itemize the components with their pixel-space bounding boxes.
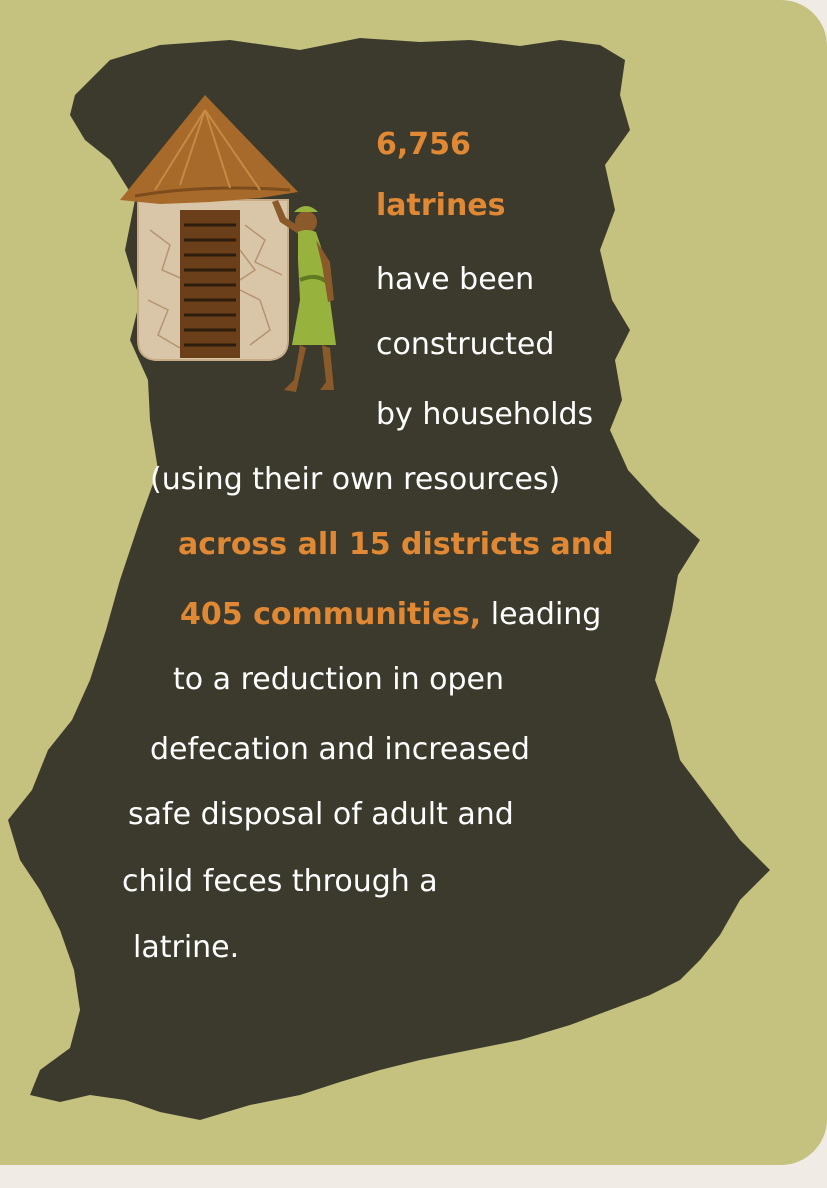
- text-line-11: safe disposal of adult and: [128, 797, 514, 832]
- text-line-10: defecation and increased: [150, 732, 530, 767]
- text-line-12: child feces through a: [122, 864, 438, 899]
- text-line-8-rest: leading: [481, 597, 602, 632]
- text-line-6: (using their own resources): [150, 462, 561, 497]
- communities-highlight: 405 communities,: [180, 597, 482, 632]
- woman-figure-icon: [272, 200, 336, 392]
- text-line-5: by households: [376, 397, 594, 432]
- text-line-9: to a reduction in open: [173, 662, 505, 697]
- latrine-count: 6,756: [376, 127, 471, 162]
- text-line-3: have been: [376, 262, 535, 297]
- text-line-13: latrine.: [133, 930, 240, 965]
- latrine-hut-icon: [120, 95, 298, 361]
- text-line-4: constructed: [376, 327, 555, 362]
- text-line-8: 405 communities, leading: [180, 595, 601, 635]
- districts-highlight: across all 15 districts and: [178, 527, 614, 562]
- latrines-label: latrines: [376, 188, 506, 223]
